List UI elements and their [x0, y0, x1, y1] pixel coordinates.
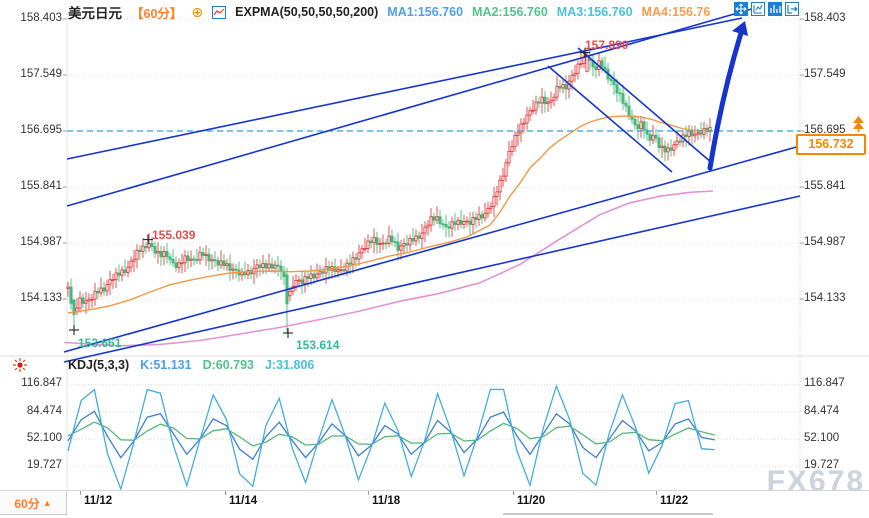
- time-axis-bar: 60分 ▲ 11/12 11/14 11/18 11/20 11/22: [0, 490, 869, 518]
- price-axis-label-left: 158.403: [20, 11, 62, 24]
- kdj-axis-label-right: 19.727: [804, 459, 840, 472]
- ma3-value: MA3:156.760: [556, 5, 633, 19]
- pop-out-icon[interactable]: [785, 2, 799, 16]
- price-axis-label-left: 157.549: [20, 67, 62, 80]
- ma4-value: MA4:156.76: [641, 5, 711, 19]
- price-axis-label-left: 155.841: [20, 180, 62, 192]
- current-price-box: 156.732: [796, 134, 866, 155]
- forecast-arrow: [707, 30, 744, 171]
- kdj-k-line: [67, 410, 715, 461]
- date-label: 11/22: [660, 495, 689, 507]
- date-tick: [80, 491, 81, 495]
- date-label: 11/20: [517, 495, 546, 507]
- axis-scale-icon[interactable]: [751, 2, 765, 16]
- scrollbar-thumb[interactable]: [503, 513, 713, 515]
- ma200-line: [63, 190, 714, 347]
- timeframe-selector-label: 60分: [14, 496, 40, 511]
- ma1-value: MA1:156.760: [387, 5, 464, 19]
- price-up-arrow-icon: [851, 116, 866, 137]
- kdj-j-value: J:31.806: [265, 358, 315, 372]
- pan-tool-icon[interactable]: [734, 2, 748, 16]
- expma-line: [67, 115, 712, 314]
- kdj-header: KDJ(5,3,3) K:51.131 D:60.793 J:31.806: [68, 358, 314, 372]
- trendline: [66, 17, 743, 160]
- timeframe-label[interactable]: 【60分】: [131, 6, 183, 21]
- chart-header: 美元日元 【60分】 ⊕ EXPMA(50,50,50,50,200) MA1:…: [68, 2, 710, 22]
- price-axis-label-left: 154.987: [20, 236, 62, 248]
- kdj-axis-label-left: 84.474: [26, 404, 62, 417]
- trendline: [66, 7, 756, 207]
- indicator-label[interactable]: EXPMA(50,50,50,50,200): [235, 5, 379, 19]
- date-tick: [225, 491, 226, 495]
- trendline: [547, 65, 673, 173]
- timeframe-selector-arrow: ▲: [42, 498, 52, 508]
- price-axis-label-right: 154.987: [804, 236, 846, 248]
- price-axis-label-right: 156.695: [804, 124, 846, 136]
- indicator-chart-icon[interactable]: [212, 5, 227, 19]
- kdj-title[interactable]: KDJ(5,3,3): [68, 358, 130, 372]
- date-tick: [368, 491, 369, 495]
- kdj-axis-label-right: 116.847: [804, 377, 845, 390]
- date-tick: [513, 491, 514, 495]
- price-annotation: 153.614: [296, 338, 340, 352]
- price-annotation: 153.661: [78, 336, 122, 350]
- kdj-d-line: [67, 421, 715, 447]
- ma2-value: MA2:156.760: [472, 5, 548, 19]
- kdj-k-value: K:51.131: [140, 358, 192, 372]
- timeframe-selector[interactable]: 60分 ▲: [0, 492, 67, 515]
- price-annotation: 155.039: [152, 228, 196, 242]
- kdj-j-line: [67, 384, 715, 492]
- indicator-settings-sun-icon[interactable]: [12, 357, 28, 378]
- chart-toolbar: [734, 2, 799, 16]
- trendline: [63, 145, 801, 353]
- kdj-axis-label-left: 19.727: [26, 459, 62, 472]
- price-axis-label-left: 154.133: [20, 292, 62, 304]
- kdj-axis-label-left: 116.847: [21, 377, 62, 390]
- price-axis-label-right: 155.841: [804, 180, 846, 192]
- kdj-axis-label-left: 52.100: [26, 432, 62, 444]
- price-axis-label-right: 154.133: [804, 292, 846, 304]
- price-axis-label-left: 156.695: [20, 124, 62, 136]
- chart-style-icon[interactable]: [768, 2, 782, 16]
- add-indicator-icon[interactable]: ⊕: [191, 4, 204, 20]
- trendline: [63, 195, 801, 363]
- date-tick: [656, 491, 657, 495]
- date-label: 11/18: [372, 495, 401, 507]
- forecast-arrow-head: [732, 21, 748, 36]
- date-label: 11/14: [229, 495, 258, 507]
- symbol-name: 美元日元: [68, 6, 122, 21]
- price-axis-label-right: 157.549: [804, 67, 846, 80]
- kdj-axis-label-right: 84.474: [804, 404, 840, 417]
- kdj-d-value: D:60.793: [202, 358, 255, 372]
- price-axis-label-right: 158.403: [804, 11, 846, 24]
- date-label: 11/12: [84, 495, 113, 507]
- trendline: [577, 47, 713, 164]
- price-annotation: 157.890: [585, 38, 629, 52]
- kdj-axis-label-right: 52.100: [804, 432, 840, 444]
